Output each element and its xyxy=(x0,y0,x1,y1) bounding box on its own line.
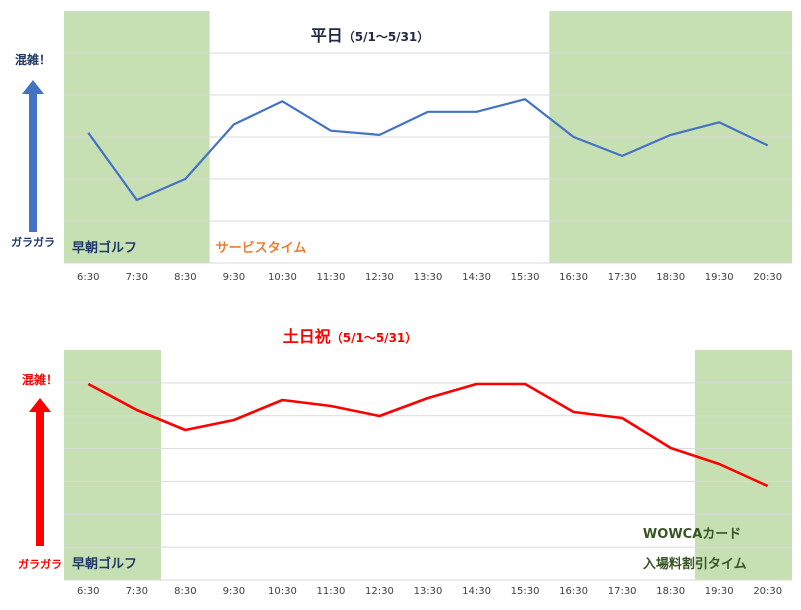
band-label: 早朝ゴルフ xyxy=(72,556,137,572)
x-tick-label: 8:30 xyxy=(174,586,196,597)
empty-label: ガラガラ xyxy=(18,557,62,571)
annotation-label: WOWCAカード xyxy=(643,527,741,542)
x-tick-label: 16:30 xyxy=(559,272,588,283)
x-tick-label: 13:30 xyxy=(414,272,443,283)
x-tick-label: 12:30 xyxy=(365,272,394,283)
chart-subtitle: （5/1～5/31） xyxy=(343,29,430,44)
busy-label: 混雑！ xyxy=(15,52,51,67)
arrow-shaft xyxy=(36,410,44,546)
annotation-label: サービスタイム xyxy=(216,240,307,256)
busy-label: 混雑！ xyxy=(22,372,58,387)
weekend-chart: 6:30 7:30 8:30 9:30 10:30 11:30 12:30 13:30 14:3… xyxy=(0,318,801,606)
x-tick-label: 17:30 xyxy=(608,272,637,283)
x-tick-label: 10:30 xyxy=(268,586,297,597)
x-tick-label: 7:30 xyxy=(126,272,148,283)
x-tick-label: 20:30 xyxy=(753,586,782,597)
x-tick-label: 16:30 xyxy=(559,586,588,597)
chart-subtitle: （5/1～5/31） xyxy=(331,330,418,345)
weekday-chart: 6:30 7:30 8:30 9:30 10:30 11:30 12:30 13:30 14:3… xyxy=(0,0,801,300)
x-tick-label: 9:30 xyxy=(223,272,245,283)
x-tick-label: 7:30 xyxy=(126,586,148,597)
x-tick-label: 19:30 xyxy=(705,586,734,597)
chart-title: 土日祝（5/1～5/31） xyxy=(283,327,418,346)
x-tick-label: 14:30 xyxy=(462,586,491,597)
x-tick-label: 15:30 xyxy=(511,586,540,597)
x-tick-label: 6:30 xyxy=(77,272,99,283)
x-tick-label: 18:30 xyxy=(656,272,685,283)
empty-label: ガラガラ xyxy=(11,235,55,249)
x-tick-label: 11:30 xyxy=(317,272,346,283)
x-tick-label: 19:30 xyxy=(705,272,734,283)
x-tick-label: 20:30 xyxy=(753,272,782,283)
x-tick-label: 9:30 xyxy=(223,586,245,597)
x-tick-label: 18:30 xyxy=(656,586,685,597)
plot-area xyxy=(64,350,792,580)
x-tick-label: 17:30 xyxy=(608,586,637,597)
shaded-band xyxy=(695,350,792,580)
x-tick-label: 6:30 xyxy=(77,586,99,597)
up-arrow-icon xyxy=(29,398,51,412)
chart-title-main: 土日祝 xyxy=(283,327,331,346)
arrow-shaft xyxy=(29,92,37,232)
x-tick-label: 13:30 xyxy=(414,586,443,597)
band-label: 早朝ゴルフ xyxy=(72,240,137,256)
x-tick-label: 14:30 xyxy=(462,272,491,283)
x-tick-label: 11:30 xyxy=(317,586,346,597)
weekend-chart-svg: 6:30 7:30 8:30 9:30 10:30 11:30 12:30 13:30 14:3… xyxy=(0,318,801,606)
x-tick-label: 10:30 xyxy=(268,272,297,283)
chart-title-main: 平日 xyxy=(311,26,343,45)
weekday-chart-svg: 6:30 7:30 8:30 9:30 10:30 11:30 12:30 13:30 14:3… xyxy=(0,0,801,300)
x-tick-label: 15:30 xyxy=(511,272,540,283)
x-tick-label: 8:30 xyxy=(174,272,196,283)
annotation-label: 入場料割引タイム xyxy=(643,556,747,572)
shaded-band xyxy=(64,350,161,580)
up-arrow-icon xyxy=(22,80,44,94)
x-tick-label: 12:30 xyxy=(365,586,394,597)
